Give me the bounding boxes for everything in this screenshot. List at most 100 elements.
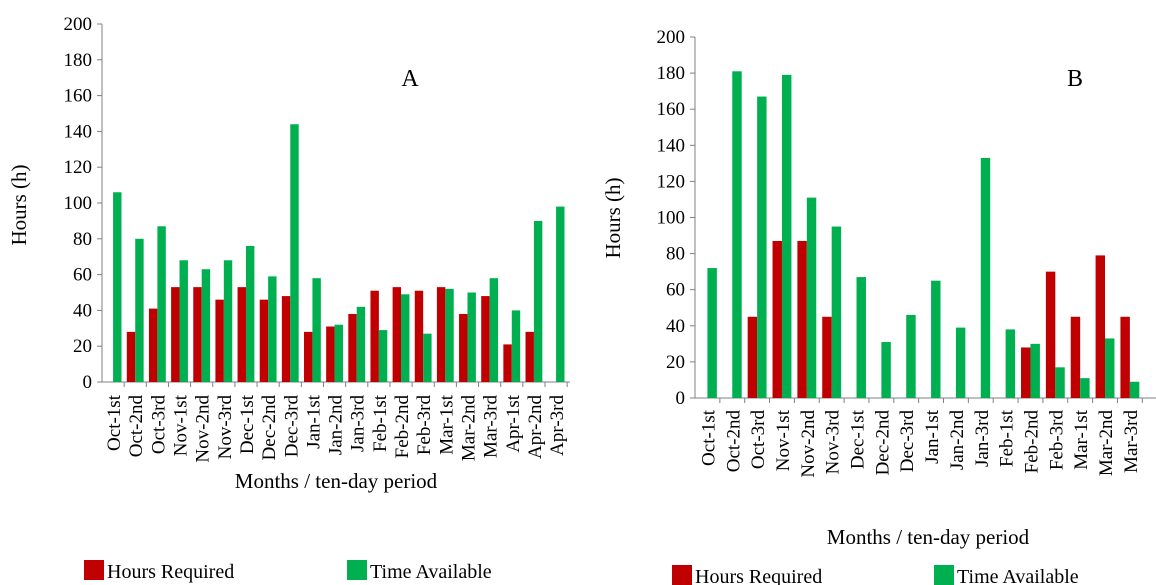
x-tick-label: Dec-1st bbox=[848, 409, 869, 469]
bar-time-available bbox=[356, 306, 366, 382]
y-tick-label: 120 bbox=[657, 171, 686, 192]
bar-hours-required bbox=[747, 316, 758, 398]
bar-time-available bbox=[533, 220, 543, 382]
bar-time-available bbox=[707, 268, 717, 398]
bar-time-available bbox=[511, 310, 521, 382]
legend-label: Time Available bbox=[370, 561, 492, 583]
bar-hours-required bbox=[326, 326, 335, 382]
y-tick-label: 180 bbox=[64, 50, 93, 71]
x-tick-label: Nov-2nd bbox=[193, 395, 214, 463]
bar-time-available bbox=[1005, 329, 1016, 398]
bar-hours-required bbox=[1095, 255, 1106, 398]
y-tick-label: 40 bbox=[666, 316, 685, 337]
x-tick-label: Mar-3rd bbox=[1121, 410, 1142, 473]
bar-hours-required bbox=[193, 287, 202, 382]
bar-time-available bbox=[157, 226, 166, 382]
bar-time-available bbox=[955, 327, 966, 398]
x-tick-label: Jan-2nd bbox=[326, 395, 347, 456]
x-tick-label: Dec-3rd bbox=[897, 410, 918, 473]
bar-hours-required bbox=[126, 331, 136, 382]
bar-hours-required bbox=[148, 308, 158, 382]
y-tick-label: 120 bbox=[64, 157, 93, 178]
y-tick-label: 80 bbox=[666, 244, 685, 265]
bar-time-available bbox=[980, 157, 991, 398]
x-tick-label: Oct-3rd bbox=[148, 395, 169, 455]
bar-hours-required bbox=[525, 331, 534, 382]
x-tick-label: Apr-3rd bbox=[547, 395, 568, 456]
bar-hours-required bbox=[281, 296, 291, 382]
bar-hours-required bbox=[822, 316, 832, 398]
bar-time-available bbox=[445, 288, 454, 382]
x-tick-label: Feb-2nd bbox=[392, 395, 413, 459]
x-tick-label: Feb-1st bbox=[997, 409, 1018, 467]
bar-time-available bbox=[831, 226, 842, 398]
x-tick-label: Oct-1st bbox=[104, 394, 125, 451]
bar-hours-required bbox=[459, 313, 468, 382]
x-tick-label: Feb-3rd bbox=[414, 395, 435, 456]
bar-hours-required bbox=[797, 240, 807, 398]
x-tick-label: Mar-1st bbox=[1071, 409, 1092, 469]
x-tick-label: Mar-2nd bbox=[458, 395, 479, 462]
bar-time-available bbox=[334, 324, 343, 382]
x-tick-label: Mar-3rd bbox=[481, 395, 502, 458]
bar-time-available bbox=[906, 314, 916, 398]
x-tick-label: Nov-1st bbox=[773, 409, 794, 471]
panel-label: A bbox=[401, 66, 419, 92]
x-axis-title: Months / ten-day period bbox=[827, 525, 1030, 549]
bar-time-available bbox=[223, 260, 233, 382]
legend-swatch-hours-required bbox=[84, 560, 104, 580]
bar-time-available bbox=[401, 294, 410, 382]
bar-time-available bbox=[113, 192, 122, 382]
x-axis-title: Months / ten-day period bbox=[235, 469, 438, 493]
x-tick-label: Oct-1st bbox=[698, 409, 719, 466]
bar-hours-required bbox=[215, 299, 224, 382]
x-tick-label: Dec-3rd bbox=[281, 395, 302, 458]
x-tick-label: Jan-2nd bbox=[947, 410, 968, 471]
x-tick-label: Nov-3rd bbox=[215, 395, 236, 460]
y-tick-label: 100 bbox=[64, 193, 93, 214]
bar-time-available bbox=[931, 280, 941, 398]
y-tick-label: 40 bbox=[73, 300, 92, 321]
bar-time-available bbox=[1105, 338, 1115, 398]
chart-panel-a: 0 20 40 60 80 100 120 140 160 180 200 Oct-1st Oct-2n… bbox=[7, 14, 570, 583]
bar-hours-required bbox=[414, 290, 424, 382]
bar-time-available bbox=[856, 277, 866, 398]
bar-time-available bbox=[179, 260, 188, 382]
bar-time-available bbox=[732, 71, 742, 399]
bar-time-available bbox=[1080, 378, 1090, 398]
x-tick-label: Oct-3rd bbox=[748, 410, 769, 470]
bar-hours-required bbox=[259, 299, 269, 382]
x-tick-label: Oct-2nd bbox=[723, 410, 744, 473]
x-tick-label: Jan-3rd bbox=[972, 410, 993, 467]
bar-hours-required bbox=[772, 240, 782, 398]
bar-time-available bbox=[312, 278, 321, 382]
x-tick-label: Dec-1st bbox=[237, 394, 258, 454]
x-tick-label: Jan-3rd bbox=[348, 395, 369, 452]
bar-hours-required bbox=[1045, 271, 1056, 398]
bar-hours-required bbox=[304, 331, 313, 382]
bar-hours-required bbox=[1021, 347, 1031, 398]
x-tick-label: Nov-2nd bbox=[798, 410, 819, 478]
y-tick-label: 20 bbox=[73, 336, 92, 357]
bar-time-available bbox=[757, 96, 767, 398]
bar-time-available bbox=[1055, 367, 1065, 398]
y-tick-label: 200 bbox=[657, 27, 686, 48]
x-tick-label: Oct-2nd bbox=[126, 395, 147, 458]
legend: Hours Required Time Available bbox=[84, 560, 492, 583]
bar-time-available bbox=[268, 276, 277, 382]
y-tick-label: 140 bbox=[64, 121, 93, 142]
bar-time-available bbox=[290, 124, 299, 383]
bar-time-available bbox=[201, 269, 211, 382]
x-tick-label: Jan-1st bbox=[303, 394, 324, 449]
bar-time-available bbox=[1129, 381, 1140, 398]
bar-hours-required bbox=[481, 296, 490, 382]
y-tick-label: 60 bbox=[73, 265, 92, 286]
bar-hours-required bbox=[348, 313, 357, 382]
legend-swatch-time-available bbox=[347, 560, 367, 580]
y-tick-label: 60 bbox=[666, 280, 685, 301]
chart-panel-b: 0 20 40 60 80 100 120 140 160 180 200 Oct-1st Oct-2n… bbox=[601, 27, 1156, 585]
bar-hours-required bbox=[392, 287, 402, 382]
y-tick-label: 100 bbox=[657, 208, 686, 229]
legend-swatch-hours-required bbox=[672, 565, 692, 585]
